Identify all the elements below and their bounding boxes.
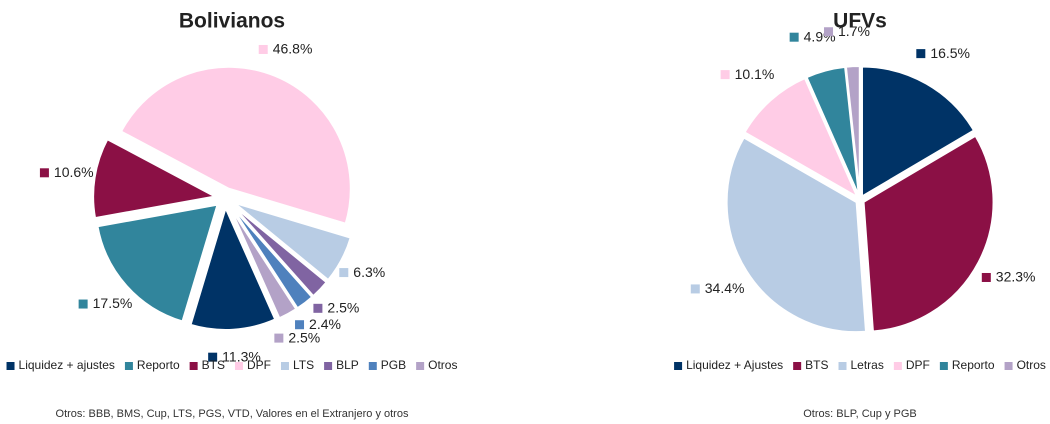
data-label: 32.3% (996, 269, 1036, 285)
pie-slice (743, 76, 860, 200)
legend-label: BTS (805, 358, 828, 372)
legend-label: Reporto (952, 358, 995, 372)
legend-label: Letras (851, 358, 884, 372)
data-label: 2.4% (309, 316, 341, 332)
legend-label: DPF (906, 358, 930, 372)
data-label: 1.7% (838, 23, 870, 39)
legend-swatch (838, 362, 847, 370)
label-swatch (789, 32, 799, 42)
pie-slice (231, 204, 328, 298)
pie-slice (189, 205, 277, 331)
pie-slice (119, 65, 352, 225)
legend-swatch (939, 362, 948, 370)
pie-slice (725, 136, 868, 334)
pie-slice (96, 203, 219, 323)
data-label: 17.5% (93, 295, 133, 311)
label-swatch (690, 284, 700, 294)
pie-slice (844, 65, 861, 197)
legend-label: DPF (247, 358, 271, 372)
data-label: 10.6% (54, 164, 94, 180)
label-swatch (295, 320, 305, 330)
data-label: 16.5% (930, 45, 970, 61)
legend-swatch (893, 362, 902, 370)
pie-slice (860, 65, 976, 199)
legend-swatch (1004, 362, 1013, 370)
footnote: Otros: BBB, BMS, Cup, LTS, PGS, VTD, Val… (56, 408, 409, 420)
pie-slice (92, 137, 219, 220)
label-swatch (258, 44, 268, 54)
legend-label: Liquidez + Ajustes (686, 358, 783, 372)
chart-title: UFVs (833, 10, 887, 33)
pie-slice (228, 206, 298, 320)
data-label: 46.8% (273, 41, 313, 57)
label-swatch (313, 303, 323, 313)
legend-swatch (324, 362, 333, 370)
label-swatch (208, 352, 218, 362)
data-label: 6.3% (353, 264, 385, 280)
legend-label: Otros (1017, 358, 1046, 372)
legend-label: Otros (428, 358, 457, 372)
legend-label: BLP (336, 358, 359, 372)
legend-swatch (189, 362, 198, 370)
label-swatch (39, 168, 49, 178)
data-label: 11.3% (222, 348, 261, 364)
data-label: 2.5% (288, 329, 320, 345)
legend-swatch (6, 362, 15, 370)
pie-slice (862, 134, 995, 333)
legend-swatch (234, 362, 243, 370)
legend-swatch (368, 362, 377, 370)
legend-swatch (280, 362, 289, 370)
label-swatch (78, 299, 88, 309)
legend-label: BTS (202, 358, 225, 372)
data-label: 2.5% (327, 300, 359, 316)
legend-label: PGB (381, 358, 406, 372)
legend-swatch (674, 362, 683, 370)
pie-slice (233, 201, 352, 282)
legend-label: LTS (293, 358, 314, 372)
label-swatch (339, 268, 349, 278)
label-swatch (720, 70, 730, 80)
legend-swatch (793, 362, 802, 370)
pie-slice (230, 205, 314, 310)
legend-label: Reporto (137, 358, 180, 372)
label-swatch (981, 272, 991, 282)
data-label: 10.1% (735, 66, 775, 82)
legend-label: Liquidez + ajustes (19, 358, 115, 372)
legend-swatch (416, 362, 425, 370)
label-swatch (274, 333, 284, 343)
footnote: Otros: BLP, Cup y PGB (803, 408, 917, 420)
label-swatch (916, 49, 926, 59)
data-label: 34.4% (705, 280, 745, 296)
label-swatch (824, 27, 834, 37)
legend-swatch (124, 362, 133, 370)
chart-title: Bolivianos (179, 10, 285, 33)
